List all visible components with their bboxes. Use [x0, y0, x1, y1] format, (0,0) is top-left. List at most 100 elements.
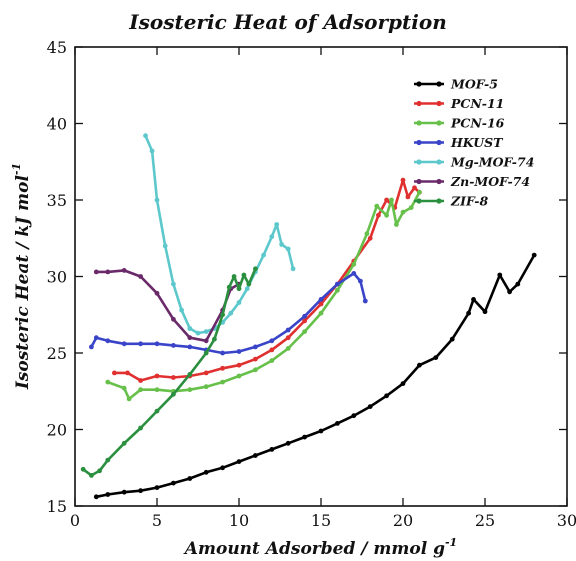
data-point-mg-mof-74	[149, 148, 155, 154]
data-point-zif-8	[231, 274, 237, 279]
data-point-mof-5	[285, 440, 291, 446]
data-point-mof-5	[351, 413, 357, 419]
series-zn-mof-74	[93, 268, 242, 344]
data-point-mg-mof-74	[290, 266, 296, 272]
data-point-mof-5	[417, 362, 422, 368]
data-point-zif-8	[253, 266, 258, 272]
legend: MOF-5 PCN-11 PCN-16 HKUST Mg-MOF-74 Zn-MOF-74…	[414, 77, 534, 209]
data-point-mof-5	[93, 494, 99, 500]
data-point-mg-mof-74	[203, 329, 209, 334]
data-point-mof-5	[269, 447, 275, 452]
data-point-mof-5	[433, 355, 439, 360]
data-point-pcn-16	[400, 209, 406, 215]
legend-marker-pcn-11	[416, 100, 422, 107]
axis-ticks: 0 5 10 15 20 25 30 15 20 25 30 35 40 45	[47, 38, 576, 530]
x-tick-label: 30	[557, 511, 576, 530]
data-point-pcn-16	[374, 203, 380, 209]
data-point-hkust	[362, 298, 368, 304]
data-point-pcn-16	[187, 387, 193, 393]
data-point-zif-8	[203, 350, 209, 356]
x-tick-label: 20	[393, 511, 413, 530]
y-tick-label: 20	[47, 421, 67, 440]
data-point-pcn-11	[412, 185, 417, 191]
x-tick-label: 15	[311, 511, 331, 530]
data-point-zif-8	[89, 473, 94, 478]
y-tick-label: 25	[47, 344, 67, 363]
data-point-mg-mof-74	[195, 330, 201, 336]
data-point-hkust	[89, 344, 94, 350]
data-point-pcn-11	[318, 301, 324, 307]
data-point-mof-5	[121, 489, 127, 495]
data-point-pcn-16	[364, 231, 370, 237]
y-axis-label-text: Isosteric Heat / kJ mol	[13, 175, 33, 391]
data-point-pcn-16	[105, 379, 111, 385]
data-point-pcn-16	[121, 385, 127, 391]
data-point-zif-8	[97, 468, 102, 474]
data-point-pcn-16	[253, 367, 258, 373]
data-point-hkust	[351, 271, 357, 276]
data-point-hkust	[121, 341, 127, 347]
data-point-hkust	[105, 338, 111, 344]
data-point-hkust	[220, 350, 226, 356]
series-pcn-16	[105, 189, 422, 402]
series-line-mg-mof-74	[144, 135, 295, 335]
series-hkust	[89, 271, 368, 356]
legend-marker-zif-8	[416, 198, 422, 204]
data-point-mg-mof-74	[274, 222, 280, 227]
series-line-pcn-16	[107, 191, 421, 401]
data-point-zif-8	[121, 440, 127, 446]
legend-label-hkust: HKUST	[450, 135, 504, 150]
legend-label-zif-8: ZIF-8	[450, 194, 488, 209]
series-lines	[80, 133, 537, 500]
data-point-mof-5	[384, 393, 389, 399]
data-point-zif-8	[105, 457, 111, 463]
data-point-pcn-11	[138, 378, 144, 383]
data-point-zif-8	[220, 312, 226, 318]
data-point-mof-5	[203, 469, 209, 475]
legend-marker-hkust	[416, 139, 422, 146]
data-point-mof-5	[531, 252, 537, 258]
legend-marker-zn-mof-74	[416, 178, 422, 185]
data-point-mg-mof-74	[279, 242, 284, 247]
series-mg-mof-74	[143, 133, 296, 336]
data-point-zif-8	[187, 372, 193, 377]
y-tick-label: 45	[47, 38, 67, 57]
data-point-pcn-16	[203, 384, 209, 390]
legend-label-zn-mof-74: Zn-MOF-74	[450, 174, 530, 189]
data-point-pcn-16	[285, 346, 291, 351]
data-point-zn-mof-74	[93, 269, 99, 275]
data-point-mg-mof-74	[143, 133, 148, 139]
data-point-mof-5	[515, 281, 521, 287]
data-point-hkust	[285, 327, 291, 333]
data-point-pcn-16	[154, 387, 160, 393]
data-point-mof-5	[236, 459, 242, 464]
data-point-pcn-16	[417, 189, 422, 195]
data-point-mof-5	[253, 453, 258, 458]
legend-label-pcn-11: PCN-11	[450, 96, 504, 111]
data-point-mof-5	[138, 488, 144, 494]
data-point-mg-mof-74	[228, 310, 234, 316]
data-point-mof-5	[105, 492, 111, 497]
data-point-pcn-11	[171, 375, 176, 380]
series-zif-8	[80, 266, 258, 478]
x-axis-label-text: Amount Adsorbed / mmol g	[183, 539, 445, 559]
chart-title: Isosteric Heat of Adsorption	[128, 10, 446, 34]
data-point-mof-5	[466, 310, 471, 316]
x-axis-label: Amount Adsorbed / mmol g-1	[183, 536, 457, 559]
data-point-pcn-16	[394, 222, 399, 227]
data-point-mof-5	[302, 434, 307, 440]
y-axis-label-superscript: -1	[10, 163, 23, 175]
data-point-pcn-16	[302, 329, 307, 334]
data-point-zn-mof-74	[187, 335, 193, 341]
data-point-pcn-16	[318, 310, 324, 316]
data-point-pcn-16	[384, 212, 389, 218]
data-point-zif-8	[138, 425, 144, 431]
data-point-mg-mof-74	[171, 281, 176, 287]
x-tick-label: 10	[229, 511, 249, 530]
data-point-zif-8	[154, 408, 160, 414]
x-tick-label: 5	[152, 511, 162, 530]
data-point-mg-mof-74	[154, 197, 160, 203]
data-point-zn-mof-74	[138, 274, 144, 279]
x-axis-label-superscript: -1	[445, 536, 457, 549]
data-point-mof-5	[471, 297, 476, 302]
